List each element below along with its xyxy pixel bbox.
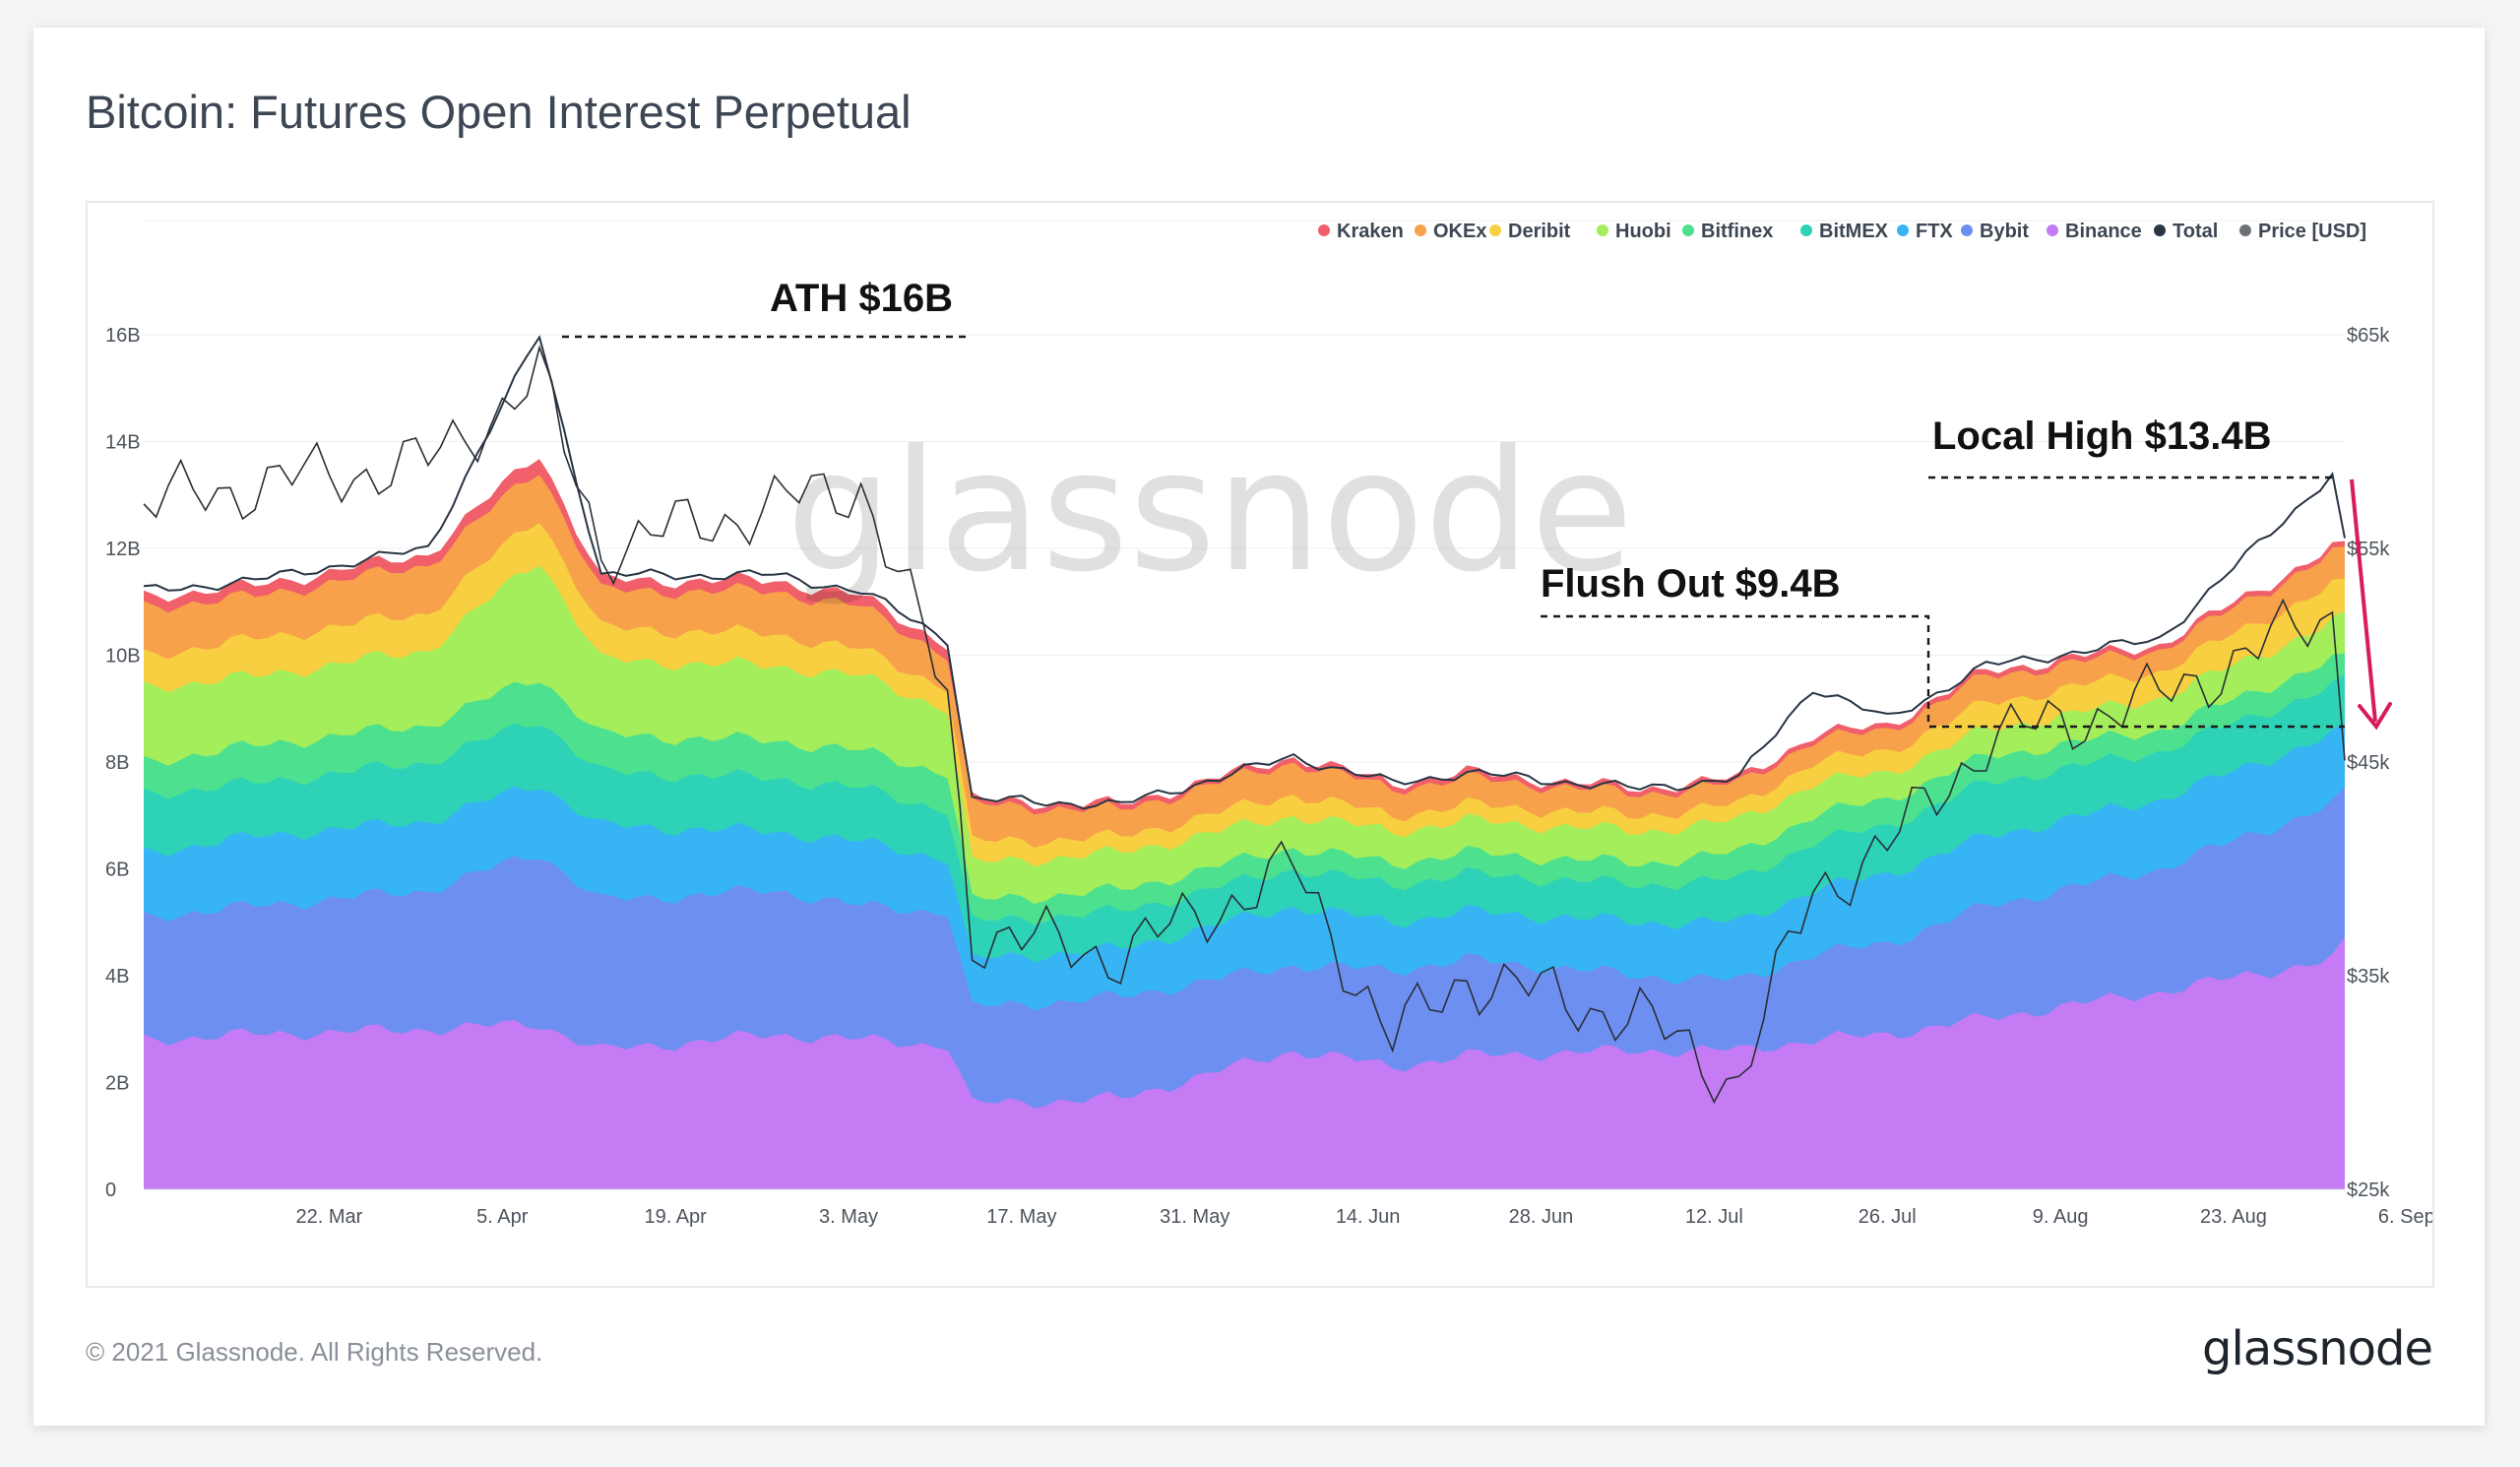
y-left-tick-label: 12B: [105, 539, 141, 560]
legend-label[interactable]: Kraken: [1337, 221, 1404, 242]
chart-panel: glassnode 0 2B 4B 6B 8B 10B 12B 14B 16B $25k $35k $4…: [86, 201, 2434, 1288]
page-title: Bitcoin: Futures Open Interest Perpetual: [86, 86, 912, 138]
price-line: [143, 345, 2346, 1105]
legend-marker[interactable]: [1415, 224, 1426, 236]
legend-marker[interactable]: [1800, 224, 1812, 236]
x-tick-label: 31. May: [1160, 1206, 1229, 1228]
y-left-tick-label: 4B: [105, 966, 129, 988]
x-tick-label: 3. May: [819, 1206, 878, 1228]
total-line: [143, 335, 2346, 810]
legend-marker[interactable]: [1489, 224, 1501, 236]
x-tick-label: 9. Aug: [2033, 1206, 2089, 1228]
x-tick-label: 6. Sep: [2378, 1206, 2432, 1228]
y-right-tick-label: $65k: [2347, 325, 2390, 347]
legend-label[interactable]: FTX: [1916, 221, 1953, 242]
chart-canvas[interactable]: glassnode 0 2B 4B 6B 8B 10B 12B 14B 16B $25k $35k $4…: [88, 203, 2432, 1286]
y-left-tick-label: 8B: [105, 752, 129, 774]
legend-marker[interactable]: [2154, 224, 2166, 236]
y-left-tick-label: 6B: [105, 860, 129, 881]
y-left-tick-label: 14B: [105, 432, 141, 454]
x-tick-label: 19. Apr: [644, 1206, 707, 1228]
x-tick-label: 28. Jun: [1509, 1206, 1574, 1228]
area-binance: [144, 936, 2345, 1189]
x-tick-label: 22. Mar: [296, 1206, 363, 1228]
legend-marker[interactable]: [2239, 224, 2251, 236]
legend-label[interactable]: OKEx: [1433, 221, 1486, 242]
local-high-annotation: Local High $13.4B: [1932, 415, 2272, 458]
legend-label[interactable]: Binance: [2065, 221, 2142, 242]
legend-marker[interactable]: [1961, 224, 1973, 236]
y-right-tick-label: $45k: [2347, 752, 2390, 774]
flush-out-annotation: Flush Out $9.4B: [1541, 562, 1841, 606]
legend-marker[interactable]: [1897, 224, 1909, 236]
legend-label[interactable]: Deribit: [1508, 221, 1571, 242]
x-tick-label: 26. Jul: [1858, 1206, 1917, 1228]
y-left-tick-label: 0: [105, 1180, 116, 1201]
legend-label[interactable]: Bybit: [1980, 221, 2029, 242]
legend-label[interactable]: Price [USD]: [2258, 221, 2366, 242]
legend-marker[interactable]: [2047, 224, 2058, 236]
y-right-tick-label: $25k: [2347, 1180, 2390, 1201]
drawdown-arrow-head: [2358, 702, 2392, 731]
x-tick-label: 5. Apr: [476, 1206, 529, 1228]
watermark-text: glassnode: [787, 415, 1634, 609]
x-tick-label: 17. May: [986, 1206, 1056, 1228]
x-tick-label: 23. Aug: [2200, 1206, 2267, 1228]
y-left-tick-label: 16B: [105, 325, 141, 347]
x-tick-label: 14. Jun: [1336, 1206, 1401, 1228]
copyright-text: © 2021 Glassnode. All Rights Reserved.: [86, 1337, 543, 1367]
legend-marker[interactable]: [1597, 224, 1608, 236]
ath-annotation: ATH $16B: [770, 277, 953, 320]
y-left-tick-label: 2B: [105, 1073, 129, 1095]
legend-label[interactable]: Bitfinex: [1701, 221, 1773, 242]
y-left-tick-label: 10B: [105, 646, 141, 668]
x-tick-label: 12. Jul: [1685, 1206, 1743, 1228]
y-right-tick-label: $35k: [2347, 966, 2390, 988]
drawdown-arrow: [2350, 478, 2377, 723]
legend-label[interactable]: Total: [2173, 221, 2218, 242]
flush-out-marker-line: [1541, 614, 2345, 729]
y-right-tick-label: $55k: [2347, 539, 2390, 560]
brand-logo[interactable]: glassnode: [2201, 1321, 2433, 1376]
legend-marker[interactable]: [1682, 224, 1694, 236]
legend-marker[interactable]: [1318, 224, 1330, 236]
legend-label[interactable]: Huobi: [1615, 221, 1671, 242]
legend-label[interactable]: BitMEX: [1819, 221, 1889, 242]
